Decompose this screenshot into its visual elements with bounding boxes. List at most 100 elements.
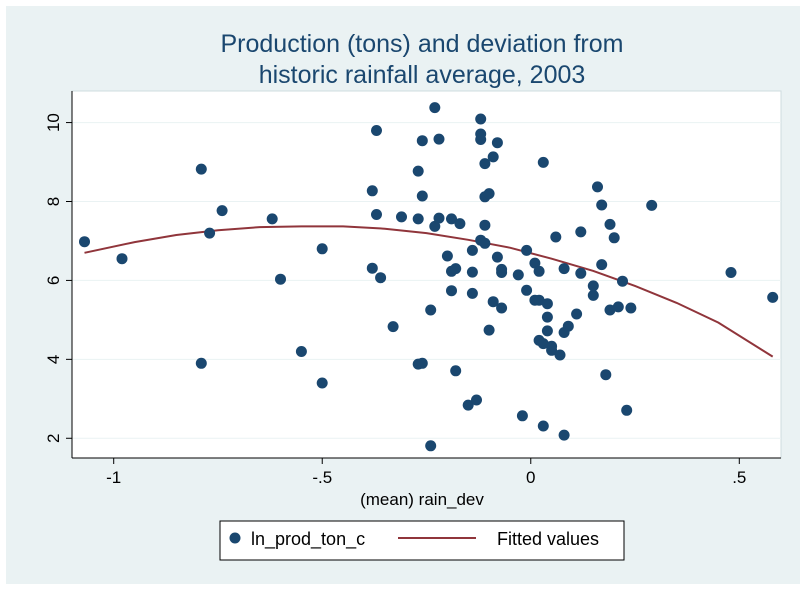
data-point [521,284,533,296]
data-point [596,259,608,271]
x-axis-title: (mean) rain_dev [360,490,484,509]
data-point [554,349,566,361]
data-point [533,294,545,306]
x-tick-label: 0 [526,468,535,487]
data-point [266,213,278,225]
data-point [550,231,562,243]
data-point [375,272,387,284]
data-point [725,267,737,278]
data-point [371,125,382,136]
data-point [533,265,545,277]
data-point [575,267,587,279]
data-point [575,226,587,238]
data-point [512,269,524,281]
y-tick-label: 2 [44,434,63,443]
data-point [366,185,378,197]
data-point [625,302,637,314]
data-point [316,243,328,255]
data-point [466,287,478,299]
data-point [537,156,549,168]
data-point [587,280,599,292]
data-point [604,218,616,230]
data-point [537,420,549,432]
x-axis: -1 -.5 0 .5 [72,457,781,487]
data-point [425,304,437,316]
data-point [195,357,207,369]
data-point [646,199,658,211]
data-point [387,321,399,333]
data-point [592,181,603,193]
legend: ln_prod_ton_c Fitted values [219,520,625,561]
y-tick-label: 4 [44,355,63,364]
data-point [479,158,491,170]
data-point [612,301,624,313]
data-point [195,163,207,175]
data-point [600,369,612,381]
data-point [608,232,620,244]
data-point [116,253,128,265]
data-point [496,302,508,314]
y-tick-label: 8 [44,197,63,206]
data-point [558,429,570,441]
data-point [429,220,441,232]
data-point [496,267,508,278]
data-point [412,213,424,225]
data-point [454,218,466,230]
fitted-values-layer [84,225,774,358]
data-point [466,244,478,256]
data-point [541,325,553,337]
data-point [371,209,382,220]
data-point [479,237,491,249]
data-point [450,365,462,377]
data-point [483,324,495,336]
data-point [604,304,616,316]
data-point [433,212,445,224]
plot-area [71,90,782,459]
grid-lines [72,122,781,439]
data-point [529,257,541,269]
data-point [471,394,482,406]
data-point [416,135,428,147]
data-point [396,211,407,223]
data-point [475,128,487,140]
data-point [537,338,549,350]
legend-box [219,520,625,561]
data-point [275,273,286,285]
data-point [412,165,424,177]
fitted-values-line [84,225,774,358]
data-point [487,296,499,308]
data-point [571,308,583,320]
data-point [295,346,307,357]
data-point [558,263,570,275]
data-point [562,320,574,332]
x-tick-label: -1 [106,468,121,487]
legend-marker-ln-prod-ton-c [229,532,241,544]
data-point [433,133,445,145]
data-point [416,357,428,369]
data-point [491,137,503,149]
data-point [521,244,533,256]
chart-title-line-1: Production (tons) and deviation from [221,30,624,58]
scatter-points-layer [79,102,779,452]
data-point [596,199,608,211]
chart-title-line-2: historic rainfall average, 2003 [259,61,586,89]
legend-label-ln-prod-ton-c: ln_prod_ton_c [251,529,365,550]
data-point [425,440,437,452]
chart-figure: Production (tons) and deviation from his… [6,6,800,584]
data-point [204,227,216,239]
data-point [429,102,441,114]
data-point [466,266,478,278]
data-point [79,236,90,248]
data-point [541,298,553,310]
data-point [516,410,528,422]
data-point [446,213,457,225]
y-tick-label: 6 [44,276,63,285]
y-axis: 2 4 6 8 10 [44,91,73,458]
data-point [475,113,487,125]
legend-label-fitted-values: Fitted values [497,529,599,549]
data-point [483,188,495,200]
data-point [441,250,453,262]
data-point [462,399,474,411]
x-tick-label: .5 [732,468,746,487]
data-point [366,262,378,274]
